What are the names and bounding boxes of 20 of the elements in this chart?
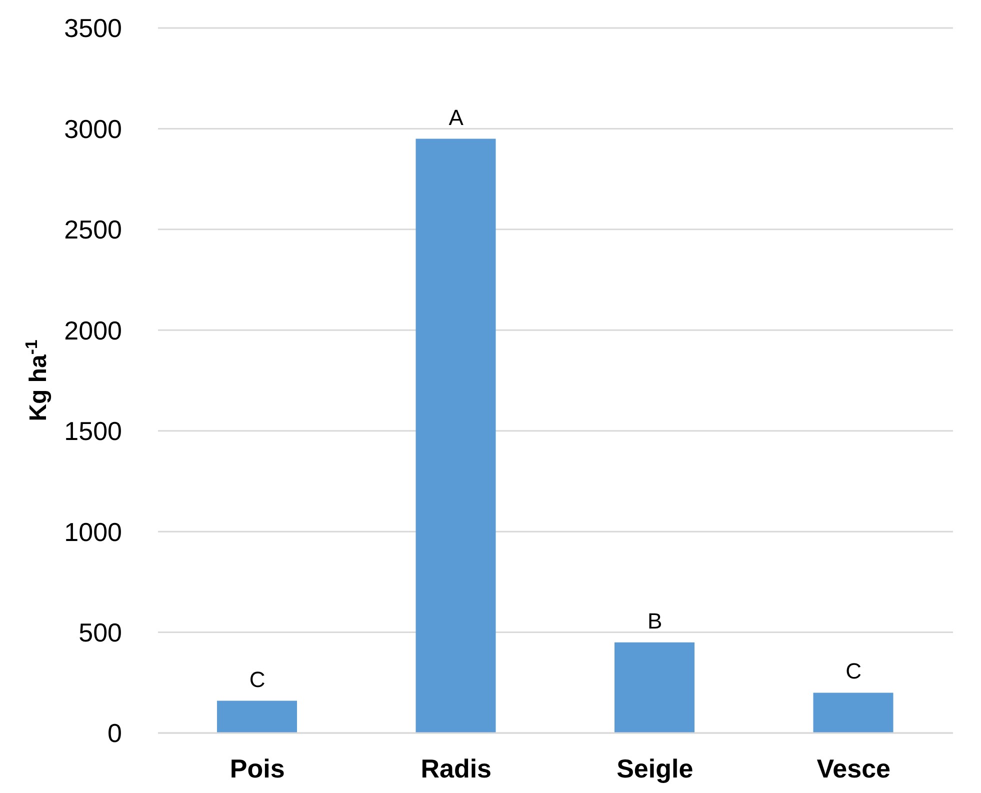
y-tick-label: 1000 [64, 516, 122, 547]
bar [614, 642, 694, 733]
annotation: C [249, 666, 266, 692]
y-tick-label: 2000 [64, 315, 122, 346]
x-tick-label: Seigle [616, 753, 694, 784]
y-tick-label: 0 [108, 718, 122, 748]
bar [813, 692, 894, 733]
y-tick-label: 3000 [64, 114, 122, 144]
bar [416, 138, 496, 733]
annotation: C [846, 658, 862, 684]
bar [217, 700, 297, 733]
x-tick-label: Vesce [816, 753, 890, 784]
annotation: B [648, 608, 662, 634]
y-tick-label: 3500 [64, 13, 122, 44]
y-tick-label: 500 [78, 618, 122, 648]
annotation: A [448, 104, 464, 130]
y-tick-label: 2500 [64, 214, 122, 245]
y-tick-label: 1500 [64, 416, 122, 446]
x-tick-label: Pois [230, 753, 285, 784]
x-tick-label: Radis [420, 753, 492, 784]
